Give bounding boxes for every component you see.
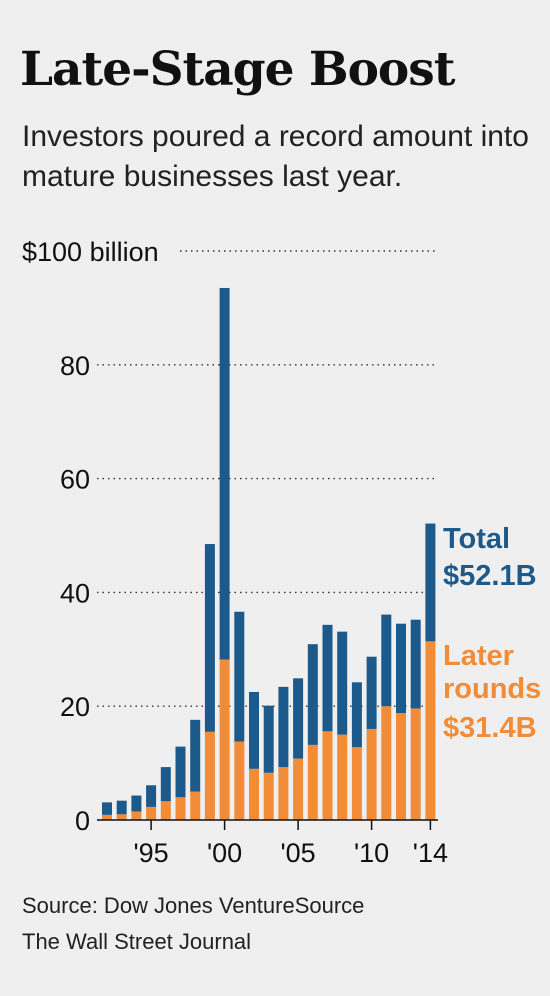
bar-later-rounds (293, 758, 304, 820)
annotation-label: $52.1B (443, 560, 537, 592)
bar-other (175, 746, 186, 798)
bar-other (146, 785, 157, 807)
bar-other (131, 795, 142, 812)
bar-other (102, 802, 112, 815)
bar-later-rounds (425, 641, 436, 820)
bar-other (234, 611, 245, 742)
bar-chart: 0 20 40 60 80 $100 billion '95 '00 '05 '10 '14 Tota… (22, 237, 541, 868)
credit-text: The Wall Street Journal (22, 929, 252, 954)
bar-later-rounds (131, 811, 142, 820)
bar-later-rounds (146, 806, 157, 820)
bar-other (410, 619, 421, 709)
bar-later-rounds (102, 814, 112, 820)
bar-later-rounds (396, 713, 406, 820)
annotation-label: Later (443, 640, 514, 672)
source-text: Source: Dow Jones VentureSource (22, 893, 365, 918)
bar-other (263, 705, 274, 773)
x-tick-label: '00 (207, 838, 242, 868)
x-tick-label: '95 (134, 838, 169, 868)
bar-later-rounds (278, 767, 289, 820)
bar-other (351, 682, 362, 748)
bar-later-rounds (249, 768, 259, 820)
bar-later-rounds (322, 731, 333, 820)
bar-other (366, 656, 377, 729)
bar-later-rounds (234, 741, 245, 820)
y-tick-label: 80 (60, 351, 90, 381)
source-block: Source: Dow Jones VentureSource The Wall… (22, 888, 364, 960)
bar-later-rounds (307, 744, 318, 820)
bar-later-rounds (263, 772, 274, 820)
bar-other (219, 287, 230, 660)
bar-later-rounds (337, 734, 348, 820)
chart-title: Late-Stage Boost (20, 42, 455, 97)
bar-other (160, 767, 171, 802)
annotation-label: rounds (443, 673, 541, 705)
bar-later-rounds (381, 706, 392, 820)
bar-other (190, 719, 201, 792)
bar-later-rounds (175, 797, 186, 820)
y-tick-label: 60 (60, 465, 90, 495)
bar-later-rounds (219, 659, 230, 820)
bar-other (381, 614, 392, 707)
x-tick-label: '14 (413, 838, 448, 868)
bar-later-rounds (116, 814, 127, 820)
bar-other (293, 678, 304, 759)
bar-other (337, 631, 348, 735)
bar-later-rounds (410, 708, 421, 820)
x-tick-label: '05 (281, 838, 316, 868)
bar-later-rounds (351, 747, 362, 820)
bar-later-rounds (160, 801, 171, 820)
bar-later-rounds (204, 731, 215, 820)
y-tick-label: 20 (60, 692, 90, 722)
y-tick-label: 40 (60, 578, 90, 608)
y-tick-label: $100 billion (22, 237, 159, 267)
bar-other (425, 523, 436, 642)
bar-other (278, 686, 289, 768)
bar-other (249, 691, 259, 769)
bar-other (322, 624, 333, 732)
annotation-label: $31.4B (443, 712, 537, 744)
y-tick-label: 0 (75, 806, 90, 836)
annotation-label: Total (443, 523, 510, 555)
x-tick-label: '10 (354, 838, 389, 868)
bar-later-rounds (190, 791, 201, 820)
bar-other (396, 623, 406, 714)
bar-later-rounds (366, 728, 377, 820)
chart-subtitle: Investors poured a record amount into ma… (22, 120, 529, 193)
bar-other (116, 800, 127, 815)
bar-other (204, 544, 215, 732)
bar-other (307, 644, 318, 745)
